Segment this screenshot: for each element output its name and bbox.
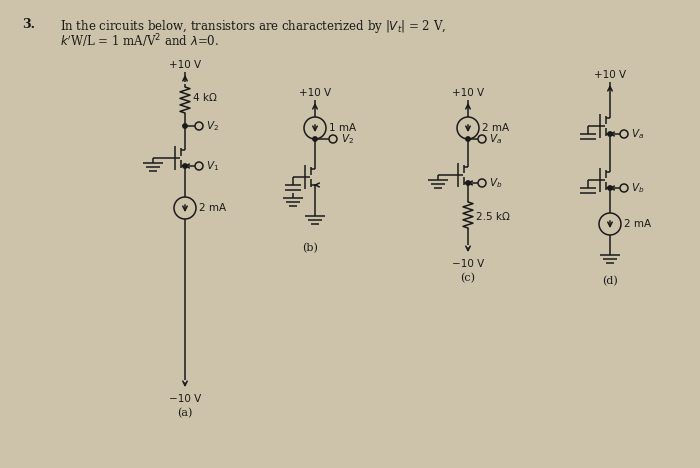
Text: $V_b$: $V_b$: [631, 181, 644, 195]
Text: In the circuits below, transistors are characterized by $|V_t|$ = 2 V,: In the circuits below, transistors are c…: [60, 18, 446, 35]
Circle shape: [466, 137, 470, 141]
Text: (c): (c): [461, 273, 475, 283]
Text: (d): (d): [602, 276, 618, 286]
Text: $V_2$: $V_2$: [206, 119, 219, 133]
Text: 2 mA: 2 mA: [482, 123, 509, 133]
Text: −10 V: −10 V: [452, 259, 484, 269]
Text: $V_1$: $V_1$: [206, 159, 219, 173]
Text: $V_a$: $V_a$: [489, 132, 502, 146]
Circle shape: [608, 186, 612, 190]
Text: +10 V: +10 V: [169, 60, 201, 70]
Circle shape: [608, 132, 612, 136]
Text: $k'$W/L = 1 mA/V$^2$ and $\lambda$=0.: $k'$W/L = 1 mA/V$^2$ and $\lambda$=0.: [60, 32, 219, 50]
Circle shape: [183, 164, 187, 168]
Text: +10 V: +10 V: [299, 88, 331, 98]
Text: 2 mA: 2 mA: [199, 203, 226, 213]
Text: −10 V: −10 V: [169, 394, 201, 404]
Text: 4 kΩ: 4 kΩ: [193, 93, 217, 103]
Text: 3.: 3.: [22, 18, 35, 31]
Text: (b): (b): [302, 243, 318, 253]
Text: 2 mA: 2 mA: [624, 219, 651, 229]
Circle shape: [313, 137, 317, 141]
Text: $V_b$: $V_b$: [489, 176, 503, 190]
Text: +10 V: +10 V: [594, 70, 626, 80]
Circle shape: [183, 124, 187, 128]
Text: (a): (a): [177, 408, 192, 418]
Text: $V_2$: $V_2$: [341, 132, 354, 146]
Text: 1 mA: 1 mA: [329, 123, 356, 133]
Text: $V_a$: $V_a$: [631, 127, 644, 141]
Text: 2.5 kΩ: 2.5 kΩ: [476, 212, 510, 222]
Text: +10 V: +10 V: [452, 88, 484, 98]
Circle shape: [466, 181, 470, 185]
